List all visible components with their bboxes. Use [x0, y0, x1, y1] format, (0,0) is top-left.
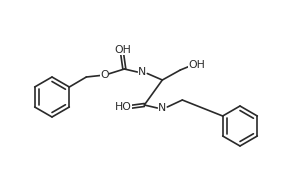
Text: O: O: [100, 70, 109, 80]
Text: OH: OH: [188, 60, 205, 70]
Text: OH: OH: [114, 45, 131, 55]
Text: HO: HO: [115, 102, 132, 112]
Text: N: N: [138, 67, 146, 77]
Text: N: N: [158, 103, 166, 113]
